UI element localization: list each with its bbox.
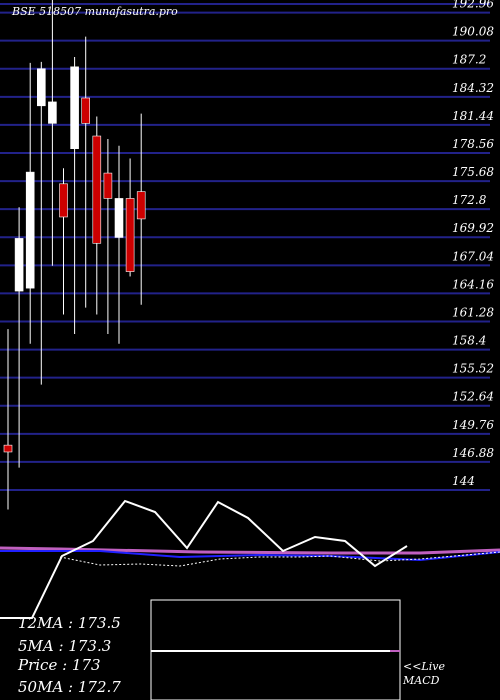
ma-line-magenta xyxy=(0,546,500,555)
indicator-line xyxy=(0,499,408,619)
y-tick-label: 193.84 xyxy=(452,0,494,2)
stats-block: 12MA : 173.5 5MA : 173.3 Price : 173 50M… xyxy=(17,614,121,696)
candle-body xyxy=(14,238,24,292)
candle-body xyxy=(92,135,102,244)
candle-body xyxy=(103,172,113,199)
y-tick-label: 167.04 xyxy=(452,249,494,263)
candle-body xyxy=(114,198,124,238)
macd-live-label: <<Live xyxy=(403,660,445,673)
y-tick-label: 181.44 xyxy=(452,109,494,123)
candle-body xyxy=(3,444,13,453)
macd-label: MACD xyxy=(402,674,440,687)
y-tick-label: 169.92 xyxy=(452,221,494,235)
ma-line-dotted xyxy=(59,551,500,567)
candle-body xyxy=(59,183,68,218)
y-tick-label: 172.8 xyxy=(452,193,487,207)
candle-body xyxy=(125,198,135,272)
y-tick-label: 152.64 xyxy=(452,390,494,404)
y-axis-labels: 193.84192.96 190.08 187.2 184.32 181.44 178.5… xyxy=(452,0,494,488)
ma-line-blue xyxy=(0,550,500,562)
y-tick-label: 187.2 xyxy=(452,53,486,67)
grid-lines xyxy=(0,3,490,491)
candle-body xyxy=(81,97,90,124)
y-tick-label: 178.56 xyxy=(452,137,494,151)
candle-body xyxy=(36,68,46,107)
y-tick-label: 158.4 xyxy=(452,334,486,348)
y-tick-label: 146.88 xyxy=(452,446,494,460)
y-tick-label: 149.76 xyxy=(452,418,494,432)
candle-body xyxy=(48,101,57,124)
y-tick-label: 155.52 xyxy=(452,362,494,376)
y-tick-label: 184.32 xyxy=(452,81,494,95)
y-tick-label: 161.28 xyxy=(452,305,494,319)
candlesticks xyxy=(3,0,146,510)
candle-body xyxy=(136,191,146,220)
stat-12ma: 12MA : 173.5 xyxy=(18,614,121,632)
stat-5ma: 5MA : 173.3 xyxy=(18,637,111,655)
macd-box: <<Live MACD xyxy=(150,599,445,700)
y-tick-label: 192.96 xyxy=(452,0,494,11)
candle-body xyxy=(70,66,79,150)
indicator-panel xyxy=(0,499,500,619)
stat-50ma: 50MA : 172.7 xyxy=(18,678,121,696)
stat-price: Price : 173 xyxy=(17,656,101,674)
y-tick-label: 164.16 xyxy=(452,277,494,291)
chart-watermark: BSE 518507 munafasutra.pro xyxy=(11,5,178,18)
y-tick-label: 144 xyxy=(452,474,475,488)
candle-body xyxy=(25,171,35,289)
y-tick-label: 175.68 xyxy=(452,165,494,179)
y-tick-label: 190.08 xyxy=(452,25,494,39)
